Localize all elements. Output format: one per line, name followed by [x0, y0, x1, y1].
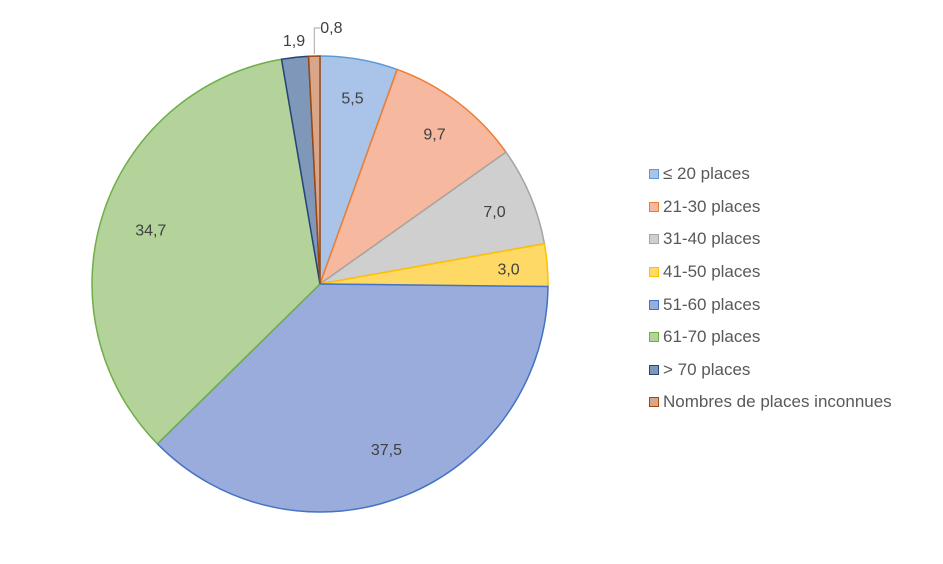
legend-item-61-70-places: 61-70 places	[649, 321, 892, 354]
legend-item-nombres-de-places-inconnues: Nombres de places inconnues	[649, 386, 892, 419]
legend-item-41-50-places: 41-50 places	[649, 256, 892, 289]
legend: ≤ 20 places 21-30 places 31-40 places 41-50…	[649, 158, 892, 419]
data-label-70-places: 1,9	[283, 33, 305, 50]
data-label-21-30-places: 9,7	[423, 126, 445, 143]
data-label-20-places: 5,5	[341, 91, 363, 108]
legend-swatch	[649, 299, 659, 310]
legend-item-31-40-places: 31-40 places	[649, 223, 892, 256]
legend-item-21-30-places: 21-30 places	[649, 191, 892, 224]
data-label-51-60-places: 37,5	[371, 442, 402, 459]
legend-label: 51-60 places	[663, 294, 761, 314]
data-label-nombres-de-places-inconnues: 0,8	[320, 20, 342, 37]
data-label-41-50-places: 3,0	[497, 261, 519, 278]
legend-swatch	[649, 169, 659, 180]
legend-label: 41-50 places	[663, 262, 761, 282]
data-label-31-40-places: 7,0	[483, 204, 505, 221]
legend-label: ≤ 20 places	[663, 164, 750, 184]
legend-label: 61-70 places	[663, 327, 761, 347]
pie-slice-61-70-places	[91, 58, 321, 445]
leader-line-nombres-de-places-inconnues	[313, 27, 321, 55]
legend-swatch	[649, 267, 659, 278]
legend-swatch	[649, 397, 659, 408]
data-label-61-70-places: 34,7	[135, 222, 166, 239]
legend-label: Nombres de places inconnues	[663, 392, 892, 412]
legend-item-70-places: > 70 places	[649, 354, 892, 387]
legend-swatch	[649, 201, 659, 212]
pie-slice-nombres-de-places-inconnues	[307, 55, 321, 285]
legend-swatch	[649, 234, 659, 245]
legend-label: > 70 places	[663, 359, 751, 379]
legend-item-51-60-places: 51-60 places	[649, 288, 892, 321]
legend-swatch	[649, 332, 659, 343]
pie-slice-21-30-places	[318, 68, 508, 286]
legend-item-20-places: ≤ 20 places	[649, 158, 892, 191]
pie-slice-51-60-places	[156, 283, 549, 513]
legend-label: 31-40 places	[663, 229, 761, 249]
legend-label: 21-30 places	[663, 196, 761, 216]
legend-swatch	[649, 364, 659, 375]
